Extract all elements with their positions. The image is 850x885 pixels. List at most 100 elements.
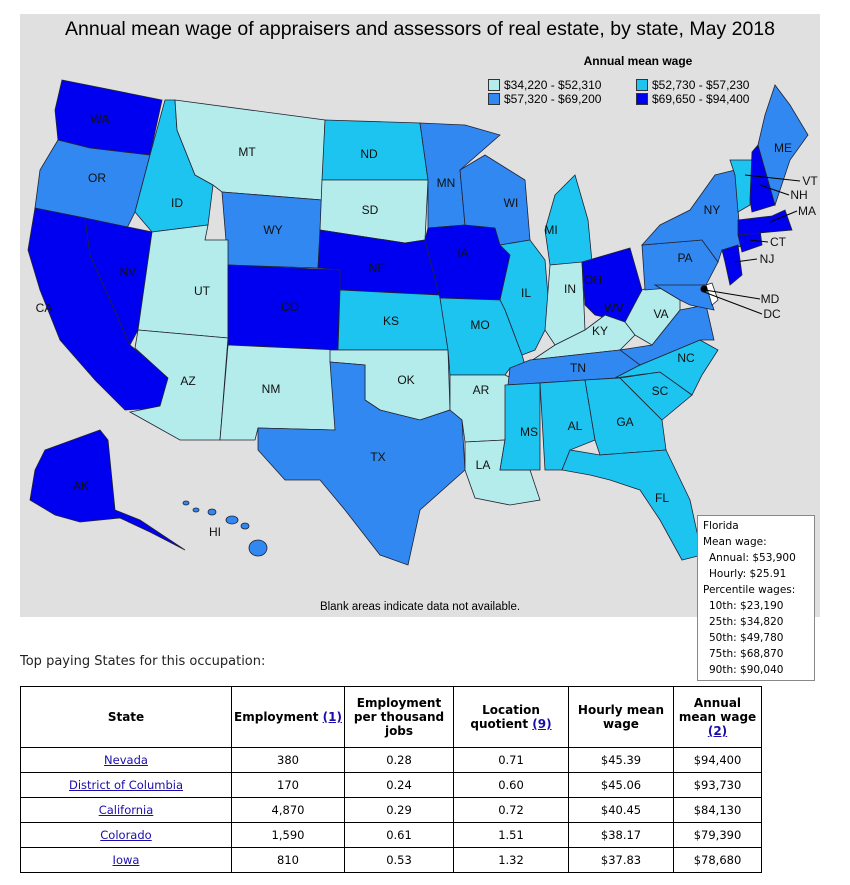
callout-line bbox=[749, 239, 769, 243]
col-label: Employment bbox=[234, 710, 319, 724]
state-hi[interactable] bbox=[207, 508, 217, 516]
state-ak[interactable] bbox=[29, 429, 186, 551]
state-link[interactable]: Nevada bbox=[104, 753, 148, 767]
table-cell: 0.53 bbox=[344, 847, 454, 873]
state-hi[interactable] bbox=[248, 539, 268, 557]
state-label-ut: UT bbox=[194, 284, 211, 298]
table-cell: Colorado bbox=[20, 822, 232, 848]
state-label-id: ID bbox=[171, 196, 183, 210]
state-or[interactable] bbox=[34, 139, 151, 233]
state-label-ia: IA bbox=[457, 246, 468, 260]
state-label-md: MD bbox=[761, 292, 780, 306]
state-vt[interactable] bbox=[729, 159, 753, 213]
legend-label: $57,320 - $69,200 bbox=[504, 92, 602, 106]
state-link[interactable]: District of Columbia bbox=[69, 778, 183, 792]
state-label-mt: MT bbox=[238, 145, 256, 159]
state-il[interactable] bbox=[499, 239, 551, 356]
table-row: Nevada 380 0.28 0.71 $45.39 $94,400 bbox=[20, 747, 762, 773]
state-ut[interactable] bbox=[137, 224, 229, 339]
state-label-wa: WA bbox=[91, 112, 110, 126]
legend-swatch bbox=[488, 79, 500, 91]
state-dc[interactable] bbox=[700, 285, 708, 293]
legend-item: $69,650 - $94,400 bbox=[636, 92, 786, 106]
footnote-link-2[interactable]: (2) bbox=[707, 724, 728, 738]
table-cell: 170 bbox=[231, 772, 345, 798]
map-title: Annual mean wage of appraisers and asses… bbox=[65, 18, 775, 40]
table-cell: 0.29 bbox=[344, 797, 454, 823]
table-row: California 4,870 0.29 0.72 $40.45 $84,130 bbox=[20, 797, 762, 823]
state-label-ok: OK bbox=[397, 373, 414, 387]
us-state-map[interactable]: WA OR CA NV ID MT WY UT CO AZ NM ND SD NE KS OK TX MN IA WI… bbox=[20, 14, 820, 617]
state-nv[interactable] bbox=[84, 217, 153, 346]
tooltip-p75: 75th: $68,870 bbox=[709, 648, 784, 660]
table-cell: 0.60 bbox=[453, 772, 569, 798]
state-label-sd: SD bbox=[362, 203, 379, 217]
table-cell: $78,680 bbox=[673, 847, 762, 873]
tooltip-p10: 10th: $23,190 bbox=[709, 600, 784, 612]
legend-swatch bbox=[636, 93, 648, 105]
state-label-ms: MS bbox=[520, 425, 538, 439]
tooltip-state: Florida bbox=[703, 520, 739, 532]
state-label-la: LA bbox=[476, 458, 491, 472]
state-ms[interactable] bbox=[499, 382, 541, 471]
legend-label: $69,650 - $94,400 bbox=[652, 92, 750, 106]
state-label-fl: FL bbox=[655, 491, 669, 505]
state-label-ga: GA bbox=[616, 415, 633, 429]
state-hi[interactable] bbox=[240, 522, 250, 530]
state-me[interactable] bbox=[757, 84, 809, 207]
table-cell: 0.24 bbox=[344, 772, 454, 798]
legend-label: $52,730 - $57,230 bbox=[652, 78, 750, 92]
state-label-nj: NJ bbox=[760, 252, 775, 266]
col-state: State bbox=[20, 686, 232, 748]
tooltip-hourly: Hourly: $25.91 bbox=[709, 568, 787, 580]
footnote-link-1[interactable]: (1) bbox=[322, 710, 342, 724]
state-hi[interactable] bbox=[192, 507, 200, 513]
legend-item: $52,730 - $57,230 bbox=[636, 78, 786, 92]
table-cell: 1,590 bbox=[231, 822, 345, 848]
state-link[interactable]: California bbox=[98, 803, 154, 817]
state-de[interactable] bbox=[705, 282, 719, 306]
table-cell: 380 bbox=[231, 747, 345, 773]
state-nj[interactable] bbox=[721, 244, 743, 286]
state-label-oh: OH bbox=[584, 273, 602, 287]
state-link[interactable]: Colorado bbox=[100, 828, 152, 842]
table-cell: $94,400 bbox=[673, 747, 762, 773]
tooltip-annual: Annual: $53,900 bbox=[709, 552, 796, 564]
state-ma[interactable] bbox=[737, 209, 793, 236]
state-in[interactable] bbox=[544, 261, 586, 346]
state-label-vt: VT bbox=[802, 174, 818, 188]
state-fl[interactable] bbox=[561, 449, 703, 561]
table-cell: 810 bbox=[231, 847, 345, 873]
col-label: Location quotient bbox=[470, 703, 540, 731]
table-cell: 0.61 bbox=[344, 822, 454, 848]
legend-item: $57,320 - $69,200 bbox=[488, 92, 636, 106]
tooltip-percentile-heading: Percentile wages: bbox=[703, 584, 796, 596]
state-label-sc: SC bbox=[652, 384, 669, 398]
state-tx[interactable] bbox=[257, 361, 466, 566]
state-link[interactable]: Iowa bbox=[112, 853, 140, 867]
state-mi[interactable] bbox=[544, 174, 593, 266]
footnote-link-9[interactable]: (9) bbox=[532, 717, 552, 731]
state-hi[interactable] bbox=[182, 500, 190, 506]
state-label-hi: HI bbox=[209, 525, 221, 539]
state-md[interactable] bbox=[653, 284, 715, 311]
table-cell: 0.71 bbox=[453, 747, 569, 773]
state-label-ne: NE bbox=[369, 261, 386, 275]
state-hi[interactable] bbox=[225, 515, 239, 525]
state-wv[interactable] bbox=[624, 284, 681, 346]
table-cell: $93,730 bbox=[673, 772, 762, 798]
tooltip-mean-heading: Mean wage: bbox=[703, 536, 767, 548]
table-row: Iowa 810 0.53 1.32 $37.83 $78,680 bbox=[20, 847, 762, 873]
callout-line bbox=[704, 289, 761, 300]
table-row: Colorado 1,590 0.61 1.51 $38.17 $79,390 bbox=[20, 822, 762, 848]
state-nh[interactable] bbox=[749, 144, 776, 213]
table-cell: 1.32 bbox=[453, 847, 569, 873]
map-panel: Annual mean wage of appraisers and asses… bbox=[20, 14, 820, 617]
state-label-il: IL bbox=[521, 286, 531, 300]
state-pa[interactable] bbox=[641, 239, 719, 291]
callout-line bbox=[734, 258, 758, 263]
callout-line bbox=[703, 291, 763, 315]
table-header-row: State Employment (1) Employment per thou… bbox=[20, 686, 762, 748]
state-label-tn: TN bbox=[570, 361, 586, 375]
legend-title: Annual mean wage bbox=[583, 54, 693, 68]
